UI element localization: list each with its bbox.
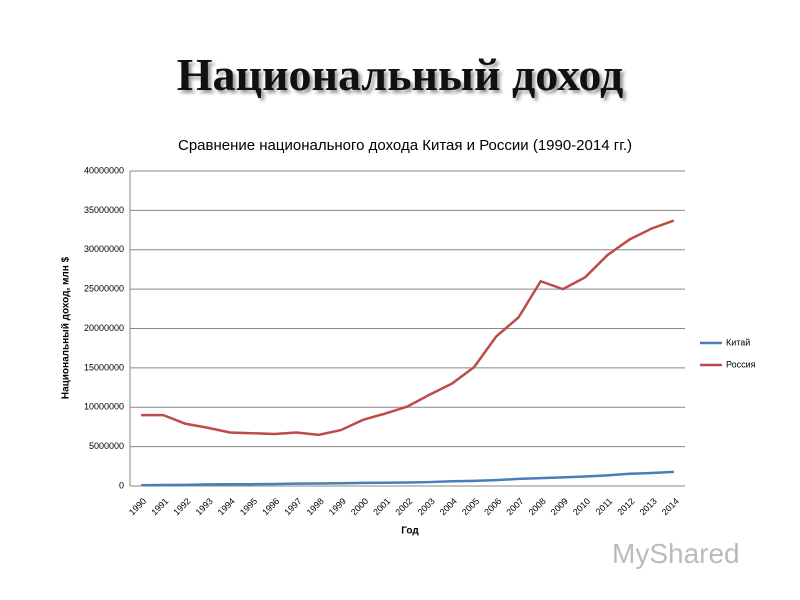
y-tick-label: 10000000 bbox=[84, 402, 124, 412]
x-tick-label: 2004 bbox=[438, 496, 459, 517]
x-tick-label: 2006 bbox=[482, 496, 503, 517]
x-tick-label: 2002 bbox=[393, 496, 414, 517]
x-tick-label: 2008 bbox=[527, 496, 548, 517]
x-tick-label: 2003 bbox=[416, 496, 437, 517]
x-tick-label: 1995 bbox=[238, 496, 259, 517]
y-tick-label: 30000000 bbox=[84, 244, 124, 254]
x-tick-label: 1993 bbox=[194, 496, 215, 517]
legend-label: Китай bbox=[726, 337, 750, 347]
slide-title: Национальный доход bbox=[176, 49, 624, 100]
y-axis-label: Национальный доход, млн $ bbox=[61, 256, 72, 399]
x-tick-label: 1999 bbox=[327, 496, 348, 517]
x-tick-label: 1997 bbox=[282, 496, 303, 517]
x-tick-label: 2011 bbox=[594, 496, 615, 517]
y-tick-label: 35000000 bbox=[84, 205, 124, 215]
x-tick-label: 2013 bbox=[638, 496, 659, 517]
x-tick-label: 2010 bbox=[571, 496, 592, 517]
x-tick-label: 2012 bbox=[615, 496, 636, 517]
x-tick-label: 1994 bbox=[216, 496, 237, 517]
x-tick-label: 1996 bbox=[260, 496, 281, 517]
chart-title: Сравнение национального дохода Китая и Р… bbox=[178, 137, 632, 154]
x-tick-label: 2000 bbox=[349, 496, 370, 517]
x-tick-label: 2005 bbox=[460, 496, 481, 517]
x-tick-label: 2009 bbox=[549, 496, 570, 517]
x-tick-label: 1990 bbox=[127, 496, 148, 517]
x-tick-label: 2001 bbox=[371, 496, 392, 517]
series-line bbox=[141, 219, 675, 437]
y-tick-label: 0 bbox=[119, 480, 124, 490]
legend-label: Россия bbox=[726, 359, 756, 369]
x-axis-label: Год bbox=[401, 526, 419, 537]
x-tick-label: 2007 bbox=[504, 496, 525, 517]
y-tick-label: 40000000 bbox=[84, 165, 124, 175]
x-tick-label: 1991 bbox=[149, 496, 170, 517]
x-tick-label: 1998 bbox=[305, 496, 326, 517]
x-tick-label: 2014 bbox=[660, 496, 681, 517]
y-tick-label: 20000000 bbox=[84, 323, 124, 333]
y-tick-label: 25000000 bbox=[84, 284, 124, 294]
y-tick-label: 15000000 bbox=[84, 362, 124, 372]
x-tick-label: 1992 bbox=[171, 496, 192, 517]
watermark: MyShared bbox=[612, 538, 740, 569]
y-tick-label: 5000000 bbox=[89, 441, 124, 451]
series-line bbox=[141, 470, 674, 487]
